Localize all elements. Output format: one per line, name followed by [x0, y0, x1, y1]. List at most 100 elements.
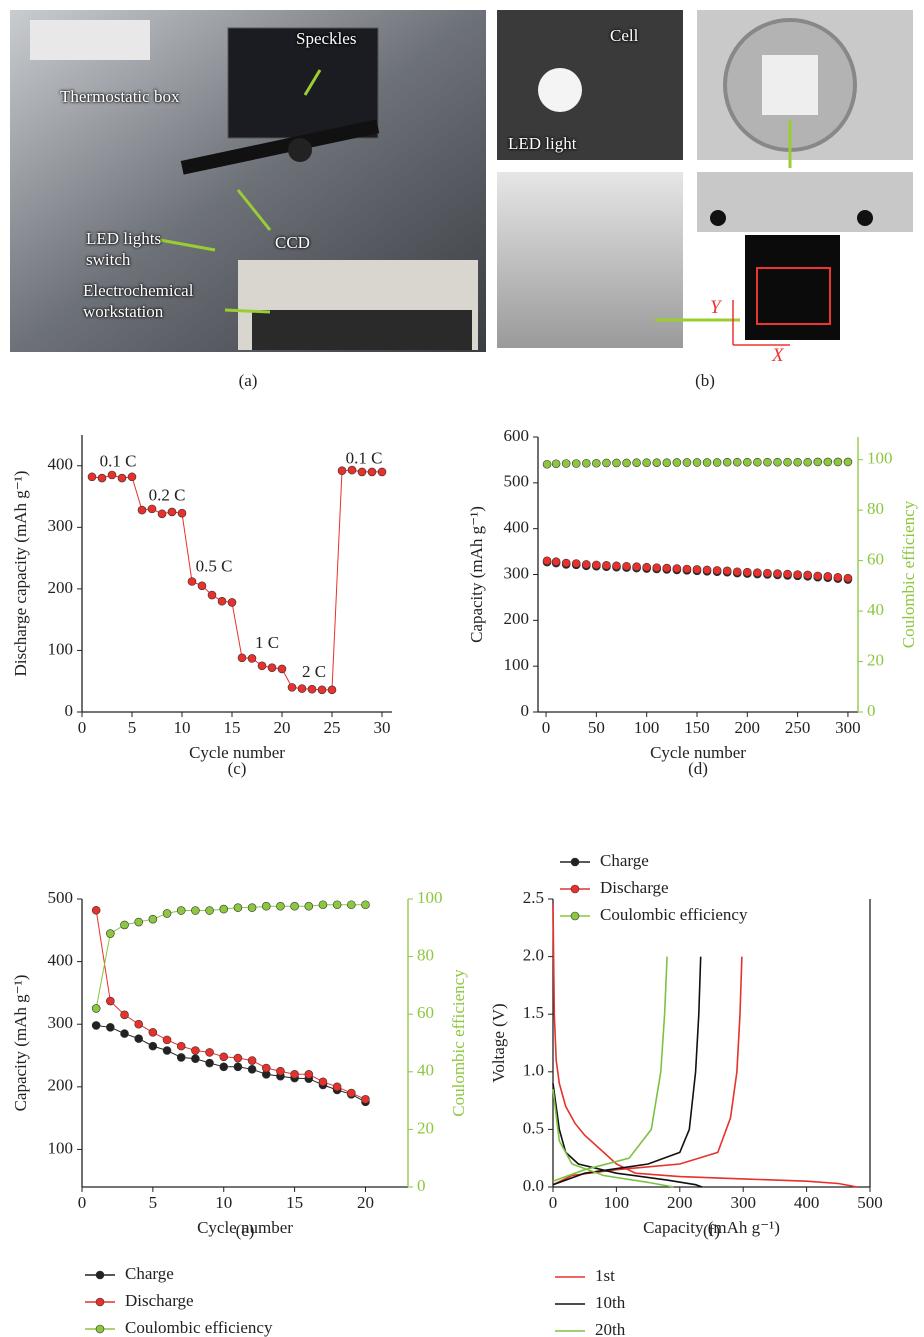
data-point	[148, 914, 158, 924]
y-tick-label: 500	[504, 472, 530, 491]
data-point	[813, 571, 823, 581]
x-tick-label: 30	[374, 718, 391, 737]
x-axis-label: Cycle number	[197, 1218, 293, 1237]
data-point	[317, 685, 327, 695]
data-point	[307, 684, 317, 694]
y-tick-label: 400	[48, 951, 74, 970]
data-point	[120, 1029, 129, 1038]
legend-label: 10th	[595, 1293, 626, 1312]
x-axis-label: Capacity (mAh g⁻¹)	[643, 1218, 780, 1237]
data-point	[561, 459, 571, 468]
legend-label: 1st	[595, 1266, 615, 1285]
data-point	[743, 457, 752, 467]
y-tick-label: 200	[504, 609, 530, 628]
legend-marker	[570, 884, 580, 894]
data-point	[106, 1023, 115, 1032]
data-point	[276, 1066, 285, 1076]
data-point	[803, 457, 812, 467]
y-tick-label: 400	[48, 455, 74, 474]
data-point	[197, 581, 207, 591]
data-point	[207, 590, 217, 600]
caption: (d)	[688, 759, 708, 778]
data-point	[763, 457, 772, 467]
data-point	[843, 457, 853, 467]
caption: (c)	[228, 759, 247, 778]
data-point	[361, 900, 370, 910]
data-point	[582, 560, 591, 569]
data-point	[571, 459, 581, 468]
data-point	[290, 901, 299, 911]
x-tick-label: 15	[224, 718, 241, 737]
annotation: 0.5 C	[196, 556, 233, 575]
data-point	[833, 572, 843, 582]
data-point	[332, 900, 342, 910]
x-tick-label: 250	[785, 718, 811, 737]
data-point	[753, 568, 762, 577]
y-axis-label: Voltage (V)	[489, 1003, 508, 1082]
data-point	[205, 906, 214, 915]
data-point	[91, 905, 101, 915]
data-point	[722, 566, 732, 576]
y2-tick-label: 80	[867, 499, 884, 518]
data-point	[247, 1056, 257, 1065]
data-point	[571, 559, 581, 568]
data-point	[117, 473, 127, 483]
data-point	[551, 459, 561, 469]
y-tick-label: 200	[48, 578, 74, 597]
data-point	[763, 568, 772, 578]
legend-marker	[570, 911, 580, 921]
x-tick-label: 100	[604, 1193, 630, 1212]
data-point	[277, 664, 287, 674]
data-point	[612, 458, 621, 468]
data-point	[632, 458, 641, 468]
y2-tick-label: 100	[867, 449, 893, 468]
data-point	[592, 560, 601, 570]
y2-tick-label: 40	[867, 600, 884, 619]
series-line	[552, 956, 674, 1188]
y-tick-label: 100	[48, 1138, 74, 1157]
y-tick-label: 0.0	[523, 1176, 544, 1195]
x-tick-label: 0	[549, 1193, 558, 1212]
data-point	[622, 458, 631, 468]
photo-label: Cell	[610, 26, 639, 45]
x-tick-label: 0	[78, 1193, 87, 1212]
data-point	[642, 562, 651, 572]
data-point	[287, 683, 297, 692]
data-point	[106, 929, 115, 938]
data-point	[318, 1077, 328, 1087]
data-point	[107, 470, 117, 480]
x-tick-label: 15	[286, 1193, 303, 1212]
y-tick-label: 500	[48, 888, 74, 907]
legend-marker	[95, 1297, 105, 1307]
data-point	[632, 562, 641, 572]
data-point	[219, 904, 229, 914]
photo-label: Thermostatic box	[60, 87, 180, 106]
data-point	[162, 1046, 172, 1055]
data-point	[177, 508, 187, 518]
annotation: 2 C	[302, 662, 326, 681]
data-point	[367, 467, 377, 477]
data-point	[702, 565, 712, 575]
x-axis-label: Cycle number	[189, 743, 285, 762]
data-point	[127, 472, 137, 482]
data-point	[276, 901, 285, 911]
photo-a	[10, 10, 486, 352]
y2-tick-label: 100	[417, 888, 443, 907]
y-tick-label: 300	[504, 563, 530, 582]
data-point	[106, 996, 115, 1006]
data-point	[803, 570, 812, 580]
data-point	[205, 1048, 214, 1057]
y-tick-label: 600	[504, 426, 530, 445]
data-point	[793, 570, 802, 579]
data-point	[162, 909, 172, 918]
data-point	[347, 900, 356, 910]
photo-label: LED lights switch	[86, 229, 162, 269]
legend-label: 20th	[595, 1320, 626, 1337]
data-point	[662, 458, 672, 468]
caption: (b)	[695, 371, 715, 390]
legend-marker	[95, 1270, 105, 1280]
photo-label: LED light	[508, 134, 577, 153]
data-point	[134, 1034, 143, 1043]
x-tick-label: 5	[128, 718, 137, 737]
